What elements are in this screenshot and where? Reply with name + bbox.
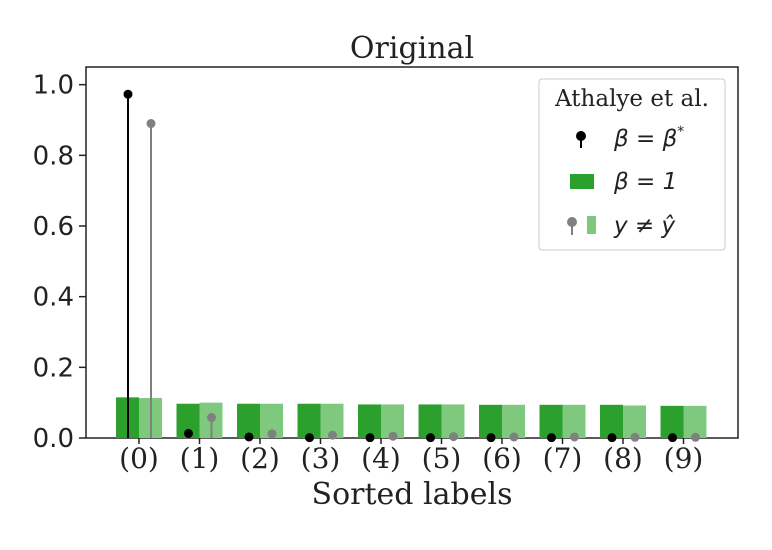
legend-black-stem-marker	[576, 131, 586, 141]
stem-misclassified-marker	[328, 430, 337, 440]
stem-beta-star-marker	[486, 433, 496, 443]
legend-entry-beta-one: β = 1	[570, 169, 677, 195]
stem-misclassified-marker	[449, 432, 458, 442]
legend-label-beta-one: β = 1	[613, 169, 677, 195]
y-tick-label: 0.0	[33, 424, 74, 454]
x-axis: (0) (1) (2) (3) (4) (5) (6) (7) (8) (9)	[119, 438, 703, 475]
stems-layer	[123, 89, 700, 443]
x-tick-label: (3)	[301, 442, 341, 475]
bar-beta-one	[660, 405, 684, 438]
bar-beta-one	[479, 404, 502, 438]
stem-misclassified-marker	[630, 432, 640, 442]
plot-frame	[85, 66, 739, 439]
stem-misclassified-marker	[267, 429, 277, 439]
x-tick-label: (5)	[422, 442, 462, 475]
bar-beta-one	[600, 404, 623, 438]
stem-misclassified-marker	[691, 432, 700, 442]
bar-misclassified	[502, 404, 525, 438]
x-tick-label: (8)	[603, 442, 643, 475]
legend-green-bar-swatch	[570, 174, 594, 189]
bar-misclassified	[683, 405, 707, 438]
stem-misclassified-marker	[570, 432, 579, 442]
y-tick-label: 0.8	[33, 141, 74, 171]
bar-beta-one	[418, 404, 442, 438]
y-axis: 0.0 0.2 0.4 0.6 0.8 1.0	[33, 71, 86, 454]
y-tick-label: 0.6	[33, 212, 74, 242]
x-tick-label: (4)	[361, 442, 401, 475]
bars-layer	[116, 397, 707, 438]
legend-box	[538, 78, 726, 251]
bar-misclassified	[562, 404, 586, 438]
stem-beta-star-marker	[426, 433, 435, 443]
bar-misclassified	[260, 403, 283, 438]
bar-misclassified	[381, 404, 404, 438]
stem-beta-star-marker	[607, 433, 617, 443]
y-tick-label: 0.4	[33, 283, 74, 313]
stem-misclassified-marker	[388, 431, 398, 441]
bar-beta-one	[237, 403, 260, 438]
legend-entry-beta-star: β = β*	[576, 124, 684, 152]
x-axis-label: Sorted labels	[312, 477, 513, 512]
legend-title: Athalye et al.	[554, 86, 709, 112]
legend-label-beta-star: β = β*	[613, 124, 684, 152]
stem-beta-star-marker	[184, 428, 193, 438]
bar-beta-one	[358, 404, 381, 438]
bar-misclassified	[441, 404, 465, 438]
stem-beta-star-marker	[365, 433, 375, 443]
x-tick-label: (1)	[180, 442, 220, 475]
legend-entry-misclassified: y ≠ ŷ	[567, 213, 676, 239]
x-tick-label: (7)	[543, 442, 583, 475]
x-tick-label: (9)	[664, 442, 704, 475]
chart-title: Original	[350, 31, 474, 66]
stem-beta-star-marker	[668, 433, 677, 443]
legend-label-misclassified: y ≠ ŷ	[613, 213, 676, 239]
stem-beta-star-marker	[305, 433, 314, 443]
x-tick-label: (0)	[119, 442, 159, 475]
legend-light-bar-swatch	[587, 216, 596, 234]
legend-gray-stem-marker	[567, 217, 577, 227]
stem-misclassified-marker	[509, 432, 519, 442]
legend: Athalye et al. β = β* β = 1 y ≠ ŷ	[538, 78, 726, 251]
bar-beta-one	[297, 403, 321, 438]
stem-beta-star-marker	[123, 89, 133, 99]
bar-misclassified	[320, 403, 344, 438]
y-tick-label: 1.0	[33, 71, 74, 101]
x-tick-label: (2)	[240, 442, 280, 475]
bar-beta-one	[176, 403, 200, 438]
stem-misclassified-marker	[207, 413, 216, 423]
x-tick-label: (6)	[482, 442, 522, 475]
y-tick-label: 0.2	[33, 353, 74, 383]
stem-beta-star-marker	[244, 432, 254, 442]
bar-beta-one	[539, 404, 563, 438]
stem-beta-star-marker	[547, 433, 556, 443]
bar-misclassified	[623, 405, 646, 438]
stem-misclassified-marker	[146, 119, 156, 129]
